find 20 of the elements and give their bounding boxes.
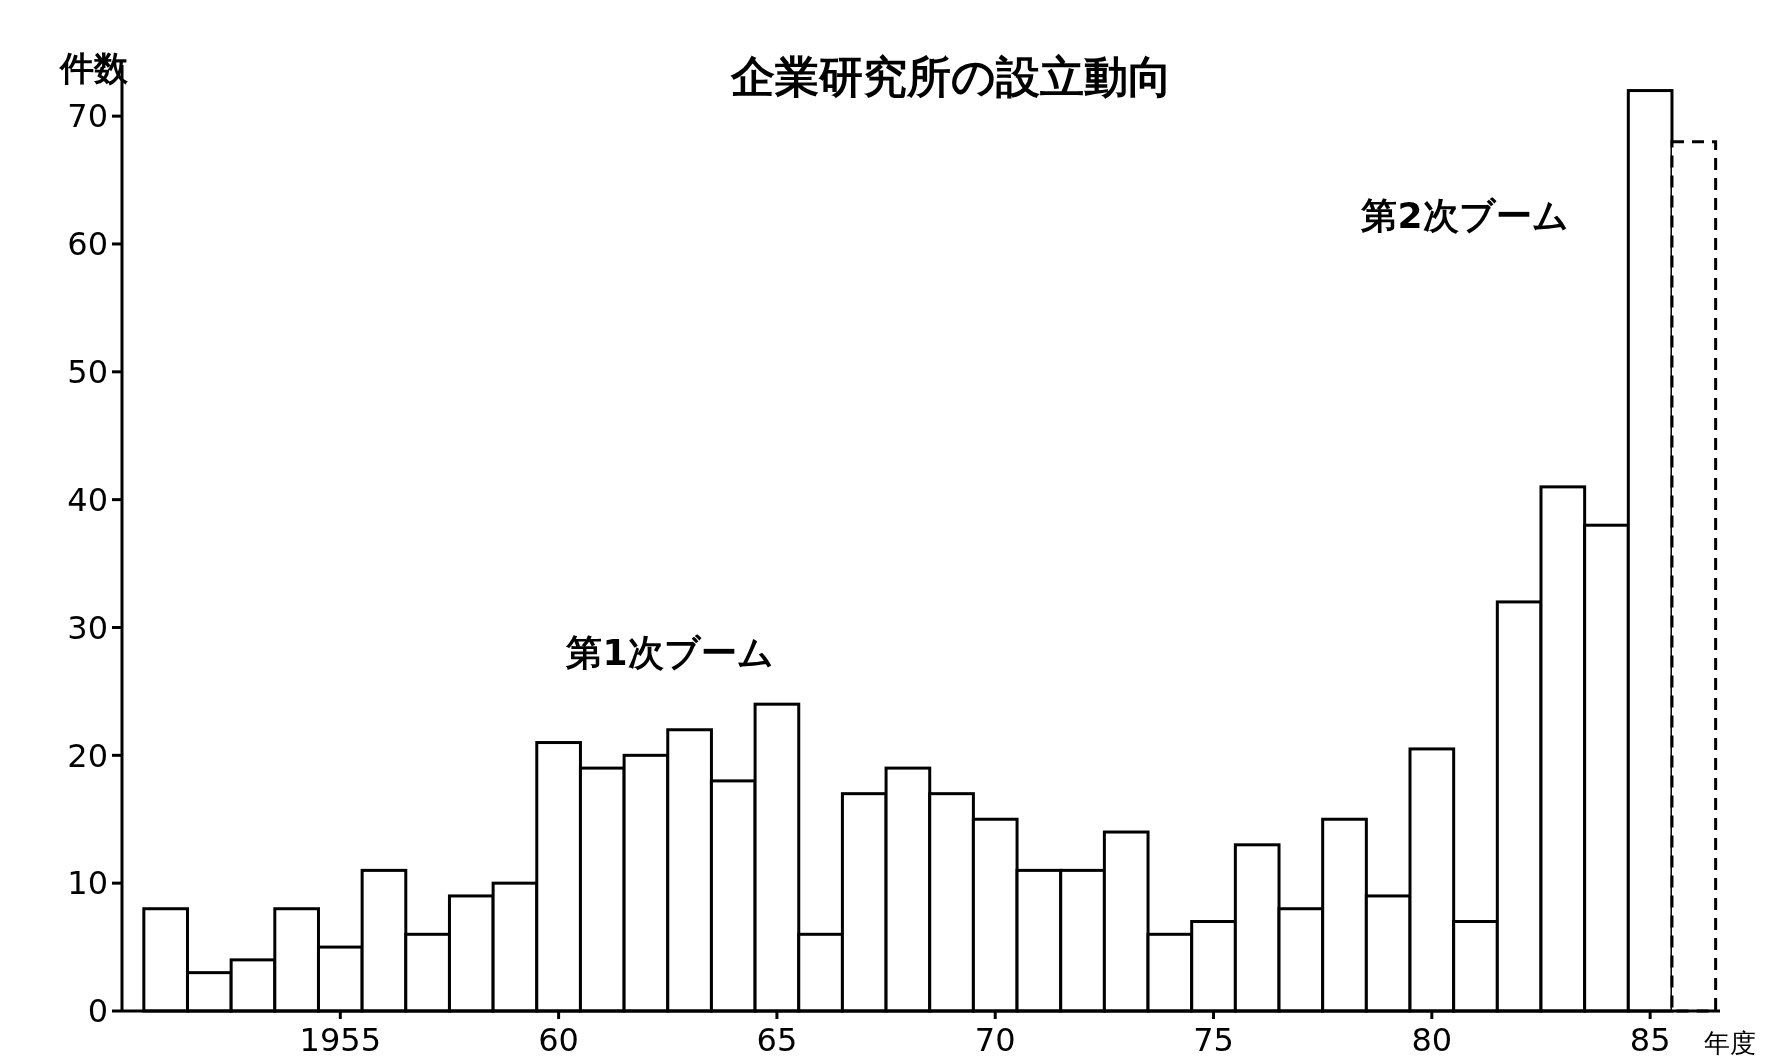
- chart-title: 企業研究所の設立動向: [729, 51, 1172, 102]
- x-tick-label: 85: [1629, 1021, 1671, 1059]
- x-axis-title: 年度: [1704, 1028, 1756, 1058]
- x-tick-label: 65: [756, 1021, 798, 1059]
- y-tick-label: 20: [67, 736, 108, 775]
- x-tick-label: 75: [1193, 1021, 1234, 1059]
- x-tick-label: 80: [1411, 1021, 1453, 1059]
- annotation: 第1次ブーム: [565, 632, 774, 673]
- x-tick-label: 1955: [299, 1021, 382, 1059]
- y-tick-label: 40: [67, 480, 108, 519]
- x-tick-label: 60: [538, 1021, 579, 1059]
- y-axis-title: 件数: [58, 48, 129, 88]
- annotation: 第2次ブーム: [1360, 195, 1569, 236]
- y-tick-label: 50: [67, 353, 108, 392]
- x-tick-label: 70: [974, 1021, 1016, 1059]
- y-tick-label: 0: [87, 992, 108, 1031]
- y-tick-label: 10: [67, 864, 108, 903]
- y-tick-label: 30: [67, 608, 108, 647]
- y-tick-label: 60: [67, 225, 108, 264]
- y-tick-label: 70: [67, 97, 108, 136]
